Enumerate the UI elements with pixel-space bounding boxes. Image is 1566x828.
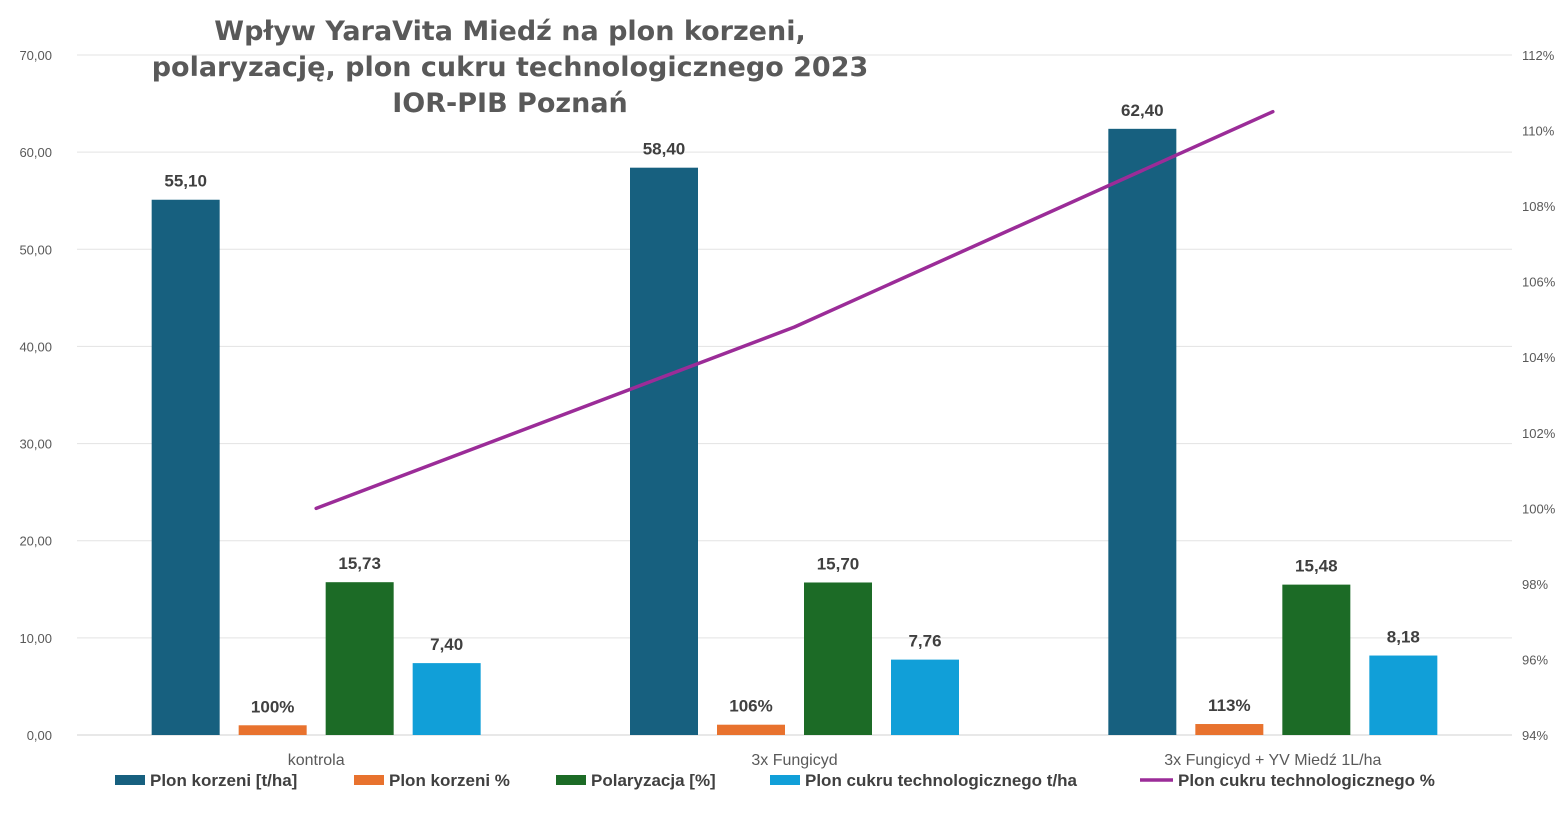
right-tick-label: 110% <box>1522 124 1555 139</box>
legend-swatch <box>556 775 586 785</box>
bar <box>151 199 220 735</box>
bar <box>238 725 307 735</box>
right-tick-label: 106% <box>1522 275 1556 290</box>
data-label: 15,48 <box>1295 557 1338 576</box>
left-tick-label: 30,00 <box>19 437 52 452</box>
left-axis: 0,00 10,00 20,00 30,00 40,00 50,00 60,00 70,00 <box>19 48 52 743</box>
legend-label: Plon cukru technologicznego % <box>1178 771 1435 790</box>
gridlines <box>77 54 1512 736</box>
bars <box>151 128 1438 736</box>
bar <box>630 167 698 735</box>
chart-title: Wpływ YaraVita Miedź na plon korzeni, po… <box>151 16 869 119</box>
data-label: 7,40 <box>430 635 463 654</box>
left-tick-label: 40,00 <box>19 339 52 354</box>
legend-label: Plon cukru technologicznego t/ha <box>805 771 1078 790</box>
data-label: 15,70 <box>817 554 860 573</box>
data-labels: 55,10 100% 15,73 7,40 58,40 106% 15,70 7,76 62,4… <box>164 101 1419 716</box>
legend-swatch <box>770 775 800 785</box>
data-label: 113% <box>1208 696 1251 715</box>
data-label: 62,40 <box>1121 101 1164 120</box>
bar <box>325 582 394 735</box>
legend: Plon korzeni [t/ha] Plon korzeni % Polaryz… <box>115 771 1435 790</box>
category-label: kontrola <box>288 752 345 769</box>
data-label: 58,40 <box>643 140 686 159</box>
right-tick-label: 108% <box>1522 199 1556 214</box>
left-tick-label: 0,00 <box>27 728 52 743</box>
right-tick-label: 96% <box>1522 652 1548 667</box>
bar <box>1195 724 1264 735</box>
bar <box>1108 128 1177 736</box>
category-axis: kontrola 3x Fungicyd 3x Fungicyd + YV Mied… <box>288 752 1382 769</box>
legend-label: Plon korzeni [t/ha] <box>150 771 297 790</box>
category-label: 3x Fungicyd + YV Miedź 1L/ha <box>1164 752 1381 769</box>
left-tick-label: 10,00 <box>19 631 52 646</box>
right-tick-label: 98% <box>1522 577 1548 592</box>
left-tick-label: 60,00 <box>19 145 52 160</box>
right-axis: 94% 96% 98% 100% 102% 104% 106% 108% 110% 112% <box>1522 48 1556 743</box>
legend-label: Plon korzeni % <box>389 771 510 790</box>
data-label: 7,76 <box>908 632 941 651</box>
legend-swatch <box>115 775 145 785</box>
right-tick-label: 102% <box>1522 426 1556 441</box>
category-label: 3x Fungicyd <box>751 752 837 769</box>
data-label: 8,18 <box>1387 628 1420 647</box>
bar <box>717 724 785 735</box>
data-label: 100% <box>251 697 294 716</box>
bar <box>891 659 959 735</box>
data-label: 15,73 <box>338 554 381 573</box>
bar <box>412 663 481 735</box>
line-series-path <box>314 109 1275 511</box>
data-label: 106% <box>729 697 772 716</box>
right-tick-label: 104% <box>1522 350 1556 365</box>
bar <box>1282 584 1351 735</box>
legend-label: Polaryzacja [%] <box>591 771 716 790</box>
left-tick-label: 20,00 <box>19 534 52 549</box>
right-tick-label: 100% <box>1522 501 1556 516</box>
bar <box>804 582 872 735</box>
left-tick-label: 50,00 <box>19 242 52 257</box>
data-label: 55,10 <box>164 172 207 191</box>
right-tick-label: 94% <box>1522 728 1548 743</box>
legend-swatch <box>354 775 384 785</box>
right-tick-label: 112% <box>1522 48 1555 63</box>
line-series <box>314 109 1275 511</box>
bar <box>1369 655 1438 735</box>
left-tick-label: 70,00 <box>19 48 52 63</box>
